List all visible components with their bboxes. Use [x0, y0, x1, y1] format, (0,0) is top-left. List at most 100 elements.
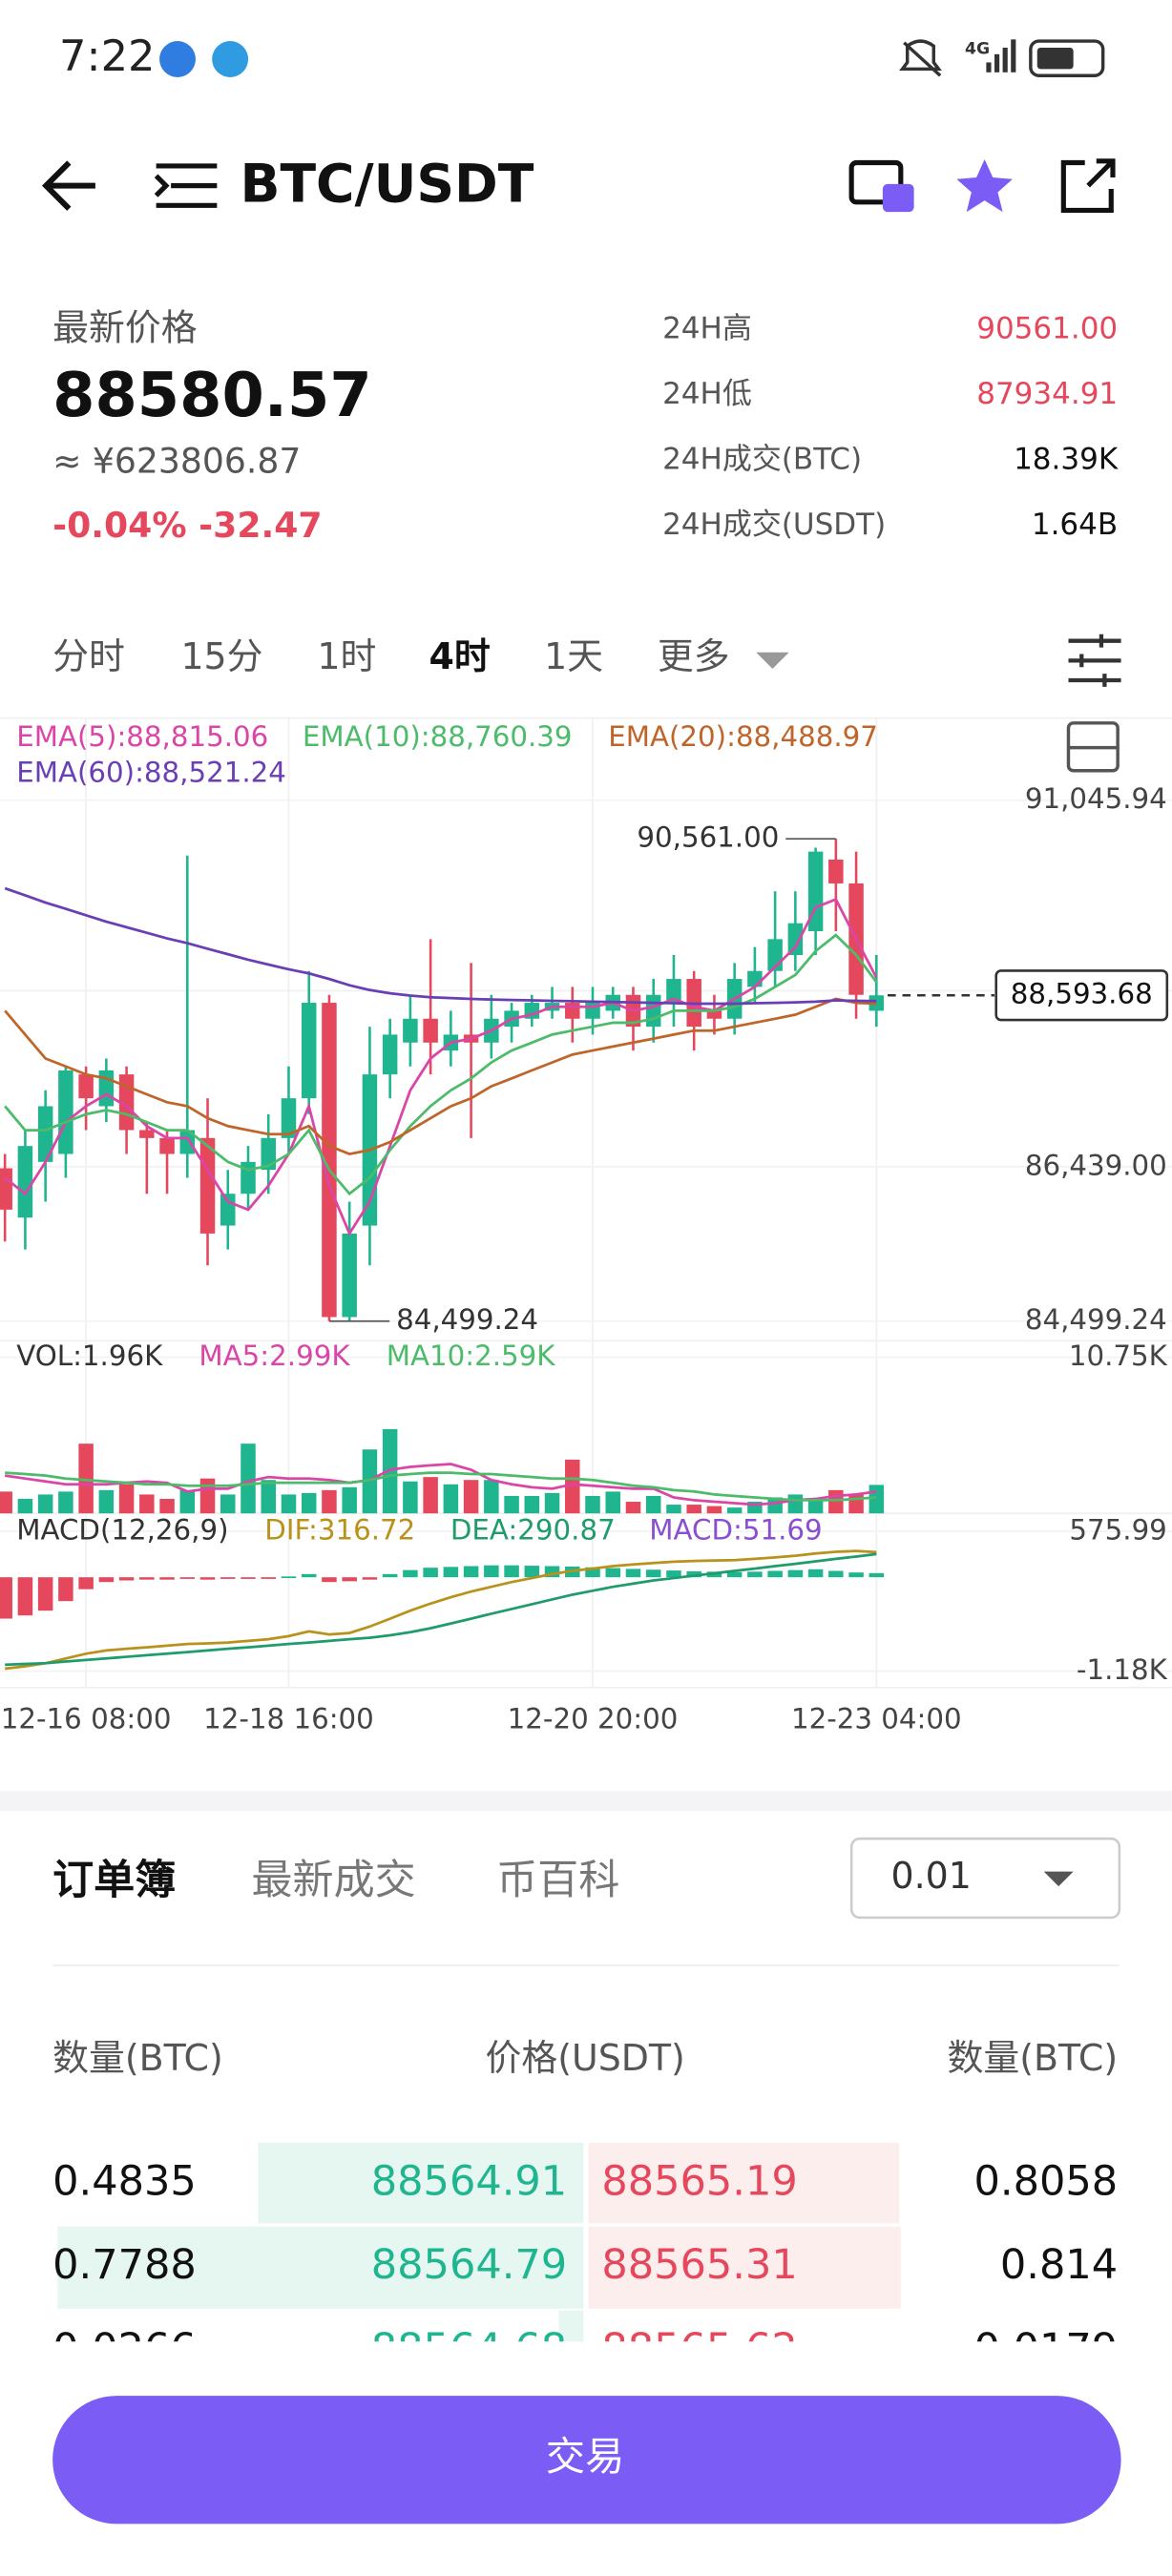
stat-value: 90561.00	[976, 312, 1118, 346]
tab-active[interactable]: 订单簿	[52, 1857, 176, 1904]
stat-value: 18.39K	[1014, 442, 1119, 476]
stat-value: 87934.91	[976, 377, 1118, 411]
precision-select[interactable]	[849, 1837, 1121, 1920]
volume-bar	[0, 1491, 12, 1514]
legend-entry: EMA(5):88,815.06	[16, 720, 268, 753]
more-arrow[interactable]	[756, 652, 789, 669]
macd-bar	[686, 1570, 701, 1578]
volume-bar	[585, 1495, 600, 1514]
legend-entry: EMA(10):88,760.39	[303, 720, 573, 753]
price-label: 最新价格	[52, 307, 198, 349]
volume-bar	[322, 1489, 337, 1514]
candle-body	[17, 1146, 33, 1218]
candle-body	[706, 1010, 722, 1019]
volume-bar	[179, 1489, 196, 1514]
macd-bar	[382, 1573, 398, 1578]
macd-bar	[199, 1577, 216, 1580]
battery-icon	[1029, 39, 1105, 77]
candle-body	[139, 1130, 155, 1138]
macd-bar	[767, 1570, 783, 1578]
tab[interactable]: 币百科	[496, 1857, 619, 1904]
macd-bar	[625, 1568, 641, 1578]
bid-price: 88564.79	[371, 2241, 567, 2289]
macd-bar	[848, 1572, 864, 1578]
bid-amount: 0.7788	[52, 2241, 197, 2289]
x-tick-label: 12-23 04:00	[791, 1703, 962, 1735]
bid-amount: 0.4835	[52, 2157, 197, 2205]
macd-bar	[544, 1566, 560, 1578]
candle-body	[199, 1137, 216, 1234]
battery-level	[1036, 47, 1074, 70]
interval[interactable]: 1天	[544, 635, 603, 677]
select-arrow	[1043, 1871, 1074, 1887]
volume-bar	[220, 1494, 236, 1514]
volume-bar	[645, 1495, 661, 1514]
macd-bar	[828, 1570, 844, 1578]
bid-depth	[558, 2310, 584, 2342]
column-header: 数量(BTC)	[52, 2037, 223, 2079]
volume-bar	[423, 1477, 438, 1514]
candle-body	[666, 979, 681, 1004]
volume-bar	[78, 1444, 94, 1514]
macd-bar	[423, 1568, 438, 1578]
ask-amount: 0.814	[1000, 2241, 1118, 2289]
favorite-button[interactable]	[956, 159, 1013, 213]
interval[interactable]: 15分	[180, 635, 262, 677]
macd-bar	[403, 1569, 418, 1578]
volume-bar	[58, 1491, 73, 1514]
candle-body	[423, 1018, 438, 1043]
interval[interactable]: 分时	[52, 635, 125, 677]
settings-button[interactable]	[1068, 634, 1121, 687]
network-label: 4G	[965, 40, 990, 59]
macd-bar	[463, 1566, 479, 1578]
macd-bar	[726, 1571, 743, 1578]
x-tick-label: 12-16 08:00	[1, 1703, 172, 1735]
indicator-line	[4, 997, 877, 1155]
interval[interactable]: 1时	[317, 635, 376, 677]
annotation-label: 84,499.24	[396, 1303, 538, 1336]
share-button[interactable]	[1060, 158, 1116, 214]
indicator-line	[4, 1463, 877, 1506]
back-button[interactable]	[41, 160, 95, 211]
macd-bar	[362, 1577, 378, 1580]
volume-bar	[524, 1495, 540, 1514]
stat-label: 24H成交(BTC)	[662, 442, 862, 476]
macd-bar	[58, 1577, 73, 1602]
volume-bar	[726, 1507, 743, 1514]
indicator-line	[4, 897, 878, 1236]
volume-bar	[807, 1498, 824, 1514]
last-price-box	[994, 969, 1169, 1022]
ask-price: 88565.62	[601, 2325, 797, 2373]
volume-bar	[625, 1502, 641, 1514]
bid-price: 88564.91	[371, 2157, 567, 2205]
tab[interactable]: 最新成交	[252, 1857, 416, 1904]
annotation-label: 90,561.00	[637, 821, 779, 854]
trade-button[interactable]	[52, 2396, 1121, 2524]
interval[interactable]: 更多	[658, 635, 730, 677]
volume-bar	[605, 1491, 620, 1514]
bid-depth	[258, 2142, 584, 2224]
candle-body	[322, 1003, 337, 1318]
bid-amount: 0.0266	[52, 2325, 197, 2373]
y-tick-label: 84,499.24	[1025, 1303, 1167, 1336]
macd-bar	[301, 1573, 317, 1578]
macd-bar	[159, 1577, 175, 1580]
menu-button[interactable]	[154, 163, 218, 208]
legend-entry: EMA(20):88,488.97	[608, 720, 878, 753]
volume-bar	[787, 1494, 804, 1514]
y-tick-label: -1.18K	[1077, 1653, 1168, 1686]
volume-bar	[118, 1484, 135, 1514]
interval-active[interactable]: 4时	[429, 635, 491, 677]
macd-bar	[666, 1570, 681, 1578]
macd-bar	[787, 1569, 804, 1578]
last-price: 88580.57	[52, 361, 372, 431]
volume-bar	[199, 1478, 216, 1514]
volume-bar	[37, 1494, 53, 1514]
volume-bar	[159, 1498, 175, 1514]
screen-button[interactable]	[848, 159, 914, 213]
macd-bar	[118, 1577, 135, 1581]
macd-bar	[241, 1577, 256, 1579]
candle-body	[281, 1098, 297, 1138]
stat-label: 24H低	[662, 377, 752, 411]
indicator-line	[4, 933, 878, 1196]
